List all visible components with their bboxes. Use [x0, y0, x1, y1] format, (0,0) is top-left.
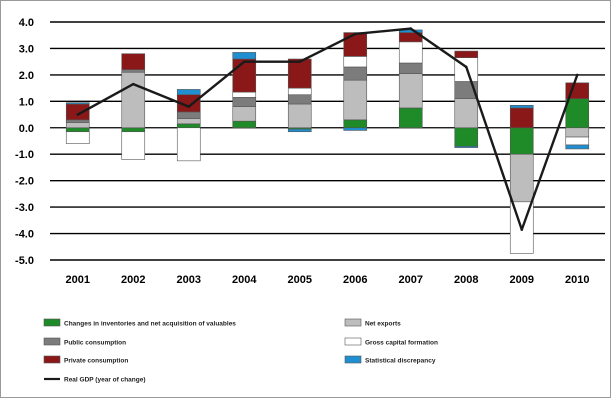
y-tick-label: 1.0 [19, 96, 34, 108]
bar-segment [232, 52, 257, 60]
x-tick-label: 2010 [565, 274, 589, 286]
bar-segment [121, 127, 146, 133]
gdp-point [520, 228, 524, 231]
bar-segment [509, 127, 534, 155]
bar-segment [343, 32, 368, 57]
bar-segment [65, 122, 90, 129]
y-tick-label: -4.0 [15, 229, 34, 241]
y-tick-label: -1.0 [15, 149, 34, 161]
bar-segment [176, 123, 201, 129]
legend-label-inv: Changes in inventories and net acquisiti… [64, 321, 236, 328]
x-tick-label: 2003 [177, 274, 201, 286]
y-tick-label: 0.0 [19, 123, 34, 135]
bar-segment [343, 56, 368, 68]
legend-swatch [43, 337, 61, 346]
legend-swatch [344, 318, 362, 327]
gdp-point [409, 27, 413, 30]
bar-segment [454, 50, 479, 59]
bar-segment [232, 58, 257, 93]
bar-segment [287, 58, 312, 89]
bar-segment [287, 94, 312, 105]
bar-segment [232, 106, 257, 122]
bar-segment [65, 131, 90, 144]
bar-segment [565, 144, 590, 150]
bar-segment [232, 120, 257, 129]
bar-segment [287, 128, 312, 133]
x-tick-label: 2002 [121, 274, 145, 286]
legend-swatch [43, 355, 61, 364]
bar-segment [509, 107, 534, 129]
bar-segment [176, 111, 201, 119]
gdp-point [187, 105, 191, 108]
bar-segment [65, 119, 90, 123]
y-tick-label: -5.0 [15, 255, 34, 267]
bar-segment [121, 131, 146, 160]
bar-segment [398, 62, 423, 74]
bar-segment [398, 107, 423, 129]
x-tick-label: 2001 [66, 274, 90, 286]
gdp-point [131, 82, 135, 86]
bar-segment [565, 127, 590, 138]
bar-segment [509, 153, 534, 203]
bar-segment [454, 127, 479, 147]
legend-label-disc: Statistical discrepancy [365, 358, 436, 365]
bar-segment [343, 79, 368, 121]
legend-label-gdp: Real GDP (year of change) [64, 377, 146, 384]
bar-segment [121, 71, 146, 129]
y-tick-label: 3.0 [19, 43, 34, 55]
bar-segment [343, 66, 368, 81]
bar-segment [398, 41, 423, 64]
bar-segment [65, 103, 90, 121]
y-tick-label: -3.0 [15, 202, 34, 214]
bar-segment [121, 53, 146, 70]
bar-segment [398, 73, 423, 109]
bar-segment [232, 91, 257, 98]
bar-segment [287, 103, 312, 129]
bar-segment [232, 97, 257, 107]
bar-segment [176, 127, 201, 162]
legend-label-gcf: Gross capital formation [365, 340, 438, 347]
gdp-point [76, 113, 80, 116]
x-tick-label: 2007 [399, 274, 423, 286]
bar-segment [565, 136, 590, 146]
bar-segment [121, 69, 146, 73]
bar-segment [65, 102, 90, 105]
gdp-point [464, 65, 468, 69]
bar-segment [509, 105, 534, 109]
bar-segment [287, 87, 312, 96]
x-tick-label: 2006 [343, 274, 367, 286]
bar-segment [343, 119, 368, 129]
bar-segment [65, 127, 90, 133]
bar-segment [343, 127, 368, 131]
gdp-point [242, 60, 246, 63]
y-tick-label: 2.0 [19, 70, 34, 82]
bar-segment [454, 145, 479, 148]
legend-swatch [43, 318, 61, 327]
legend-label-pub: Public consumption [64, 340, 126, 347]
gdp-point [353, 32, 357, 36]
bar-segment [176, 89, 201, 96]
legend-label-nx: Net exports [365, 321, 401, 328]
x-tick-label: 2008 [454, 274, 478, 286]
legend-swatch [344, 337, 362, 346]
bar-segment [454, 98, 479, 129]
bar-segment [565, 98, 590, 129]
gdp-point [298, 60, 302, 63]
x-tick-label: 2004 [232, 274, 257, 286]
y-tick-label: 4.0 [19, 17, 34, 29]
x-tick-label: 2009 [510, 274, 534, 286]
legend-swatch [344, 355, 362, 364]
y-tick-label: -2.0 [15, 176, 34, 188]
bar-segment [176, 118, 201, 125]
gdp-point [575, 73, 579, 77]
bar-segment [565, 82, 590, 99]
x-tick-label: 2005 [288, 274, 312, 286]
legend-label-priv: Private consumption [64, 358, 128, 365]
gdp-line [77, 27, 579, 231]
